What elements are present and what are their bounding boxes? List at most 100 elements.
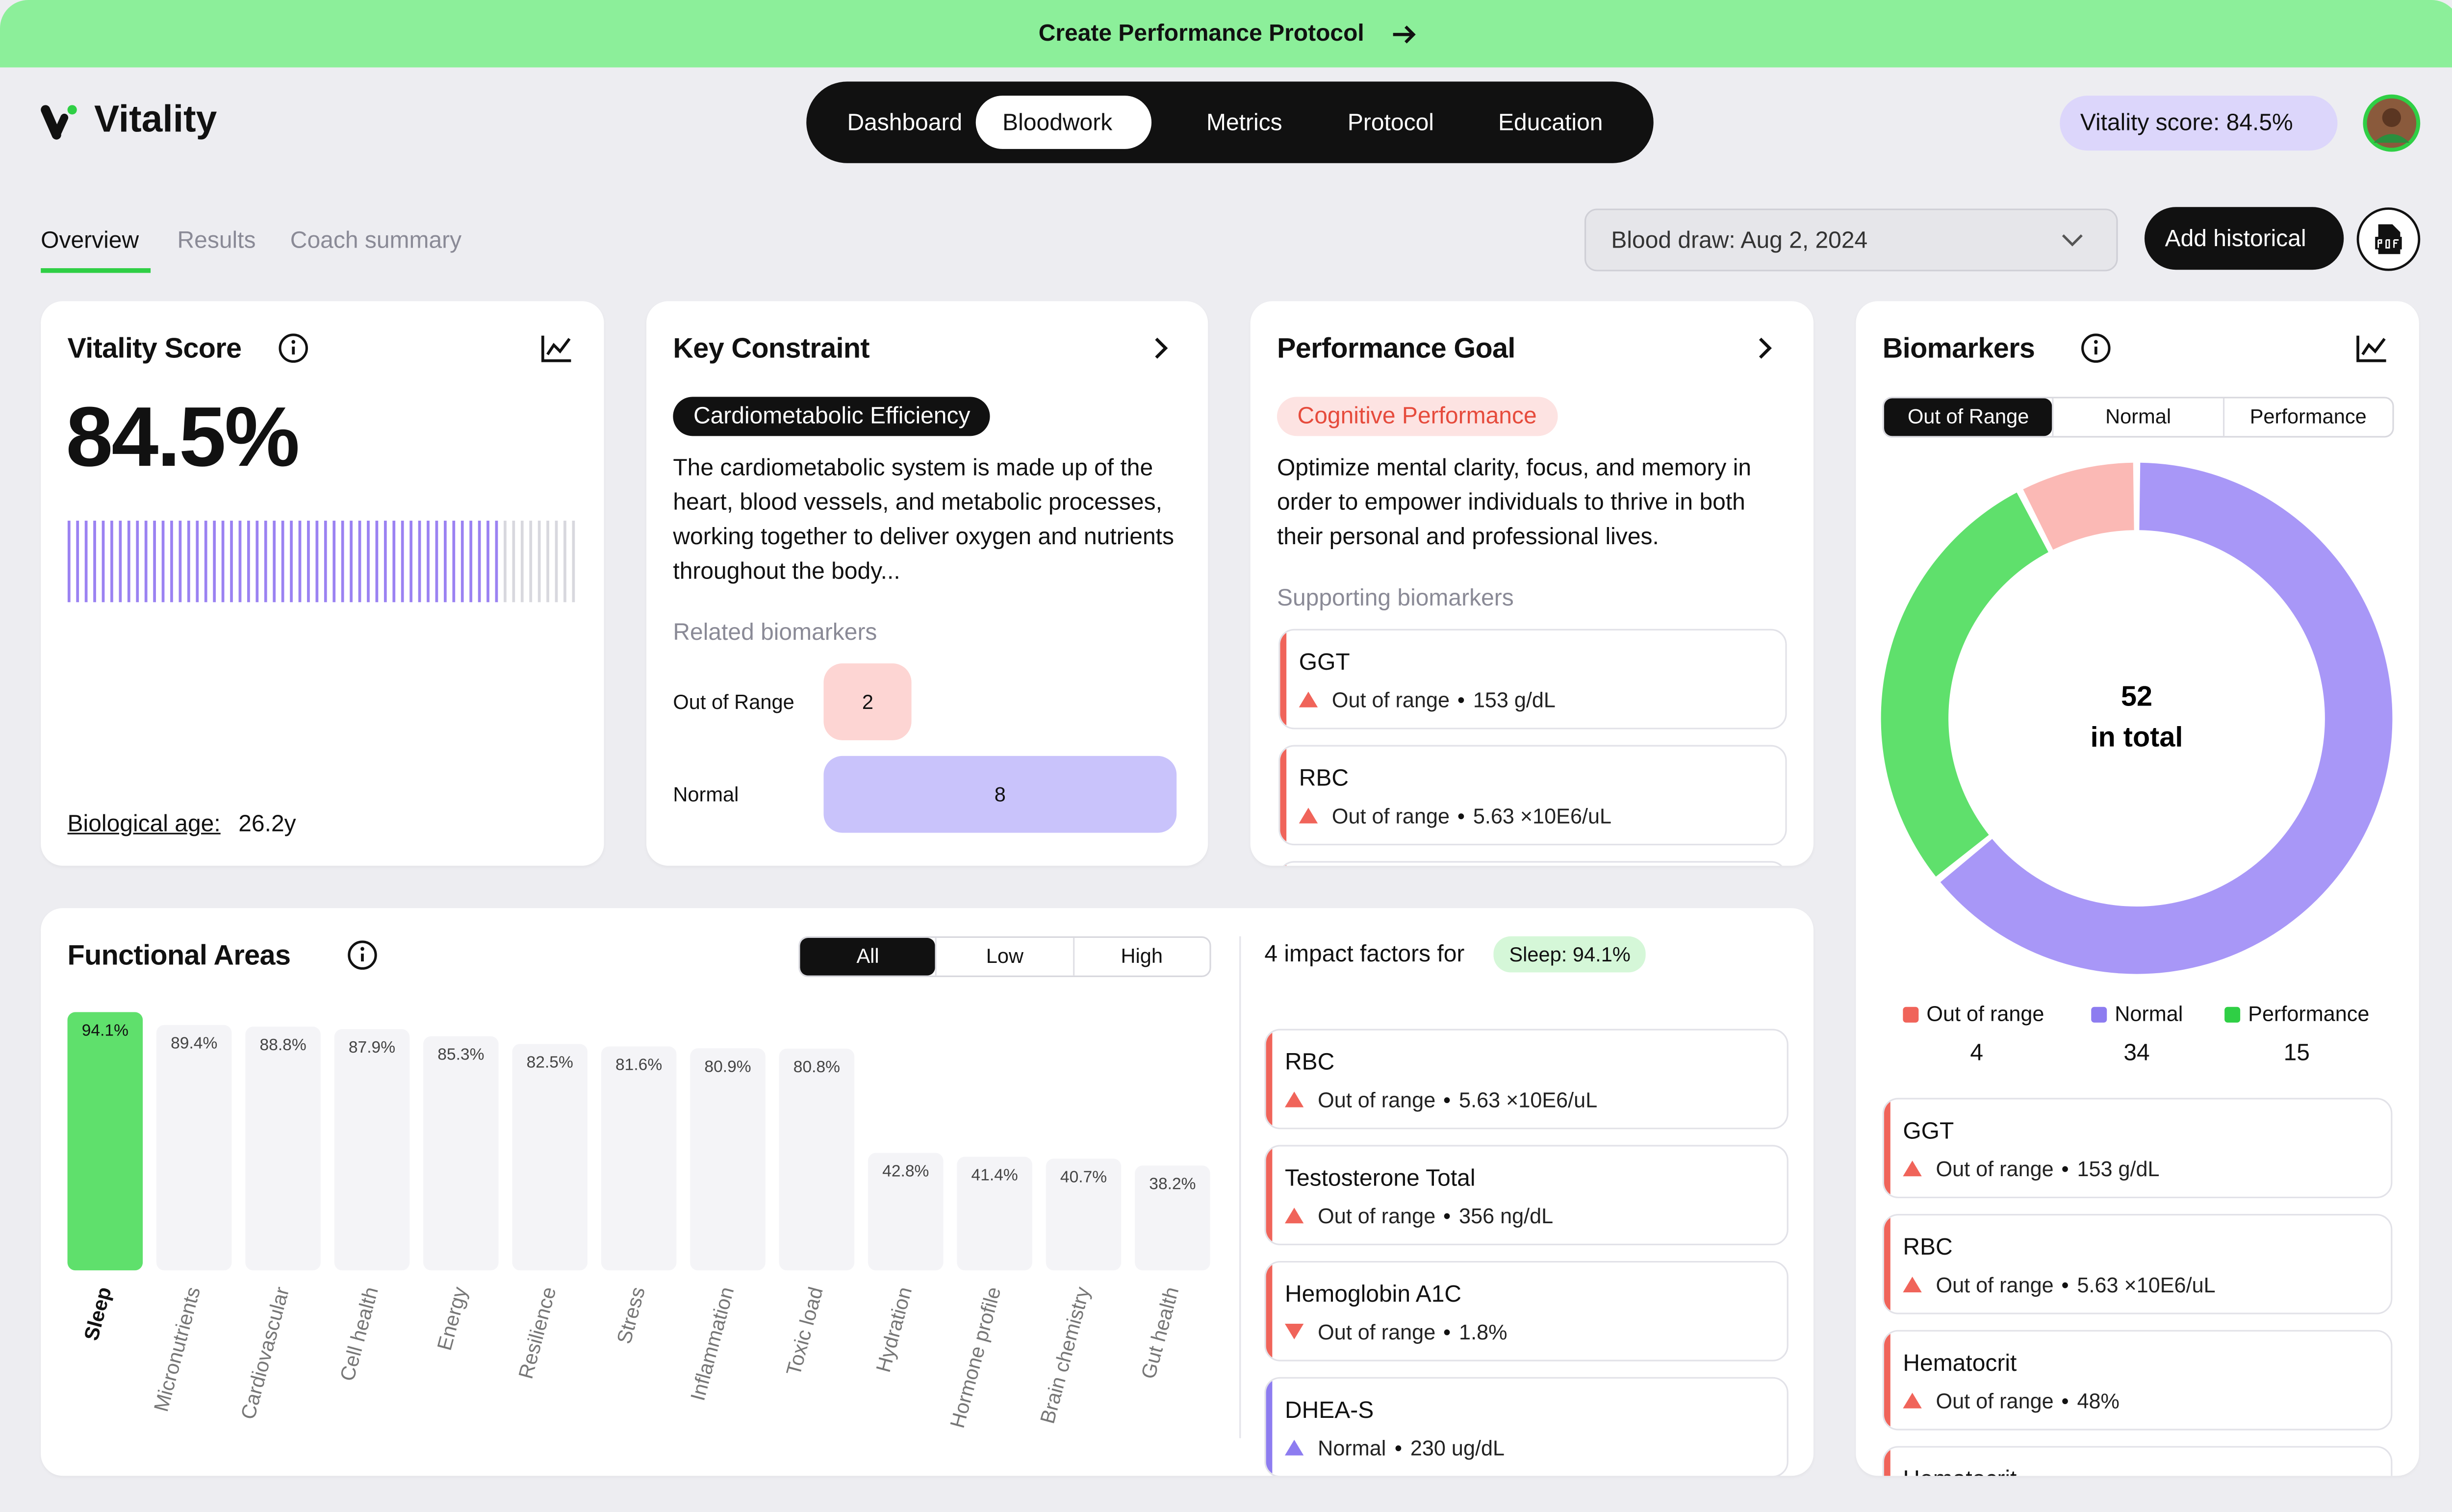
info-icon[interactable] [2080, 332, 2112, 364]
row-value: 2 [862, 690, 873, 714]
status-icon [1284, 1323, 1304, 1339]
bar-label: 87.9% [349, 1038, 395, 1057]
biomarker-card[interactable]: Hemoglobin A1C Out of range • 1.8% [1264, 1260, 1788, 1361]
row-label: Normal [673, 782, 739, 806]
filter-option[interactable]: Low [935, 937, 1073, 976]
stripe [1280, 630, 1287, 728]
card-title: Performance Goal [1277, 332, 1515, 364]
brand[interactable]: Vitality [94, 99, 217, 141]
donut-chart: 52 in total [1881, 462, 2393, 974]
nav-bar: Dashboard Bloodwork Metrics Protocol Educati… [806, 81, 1654, 163]
legend-label: Normal [2115, 1002, 2183, 1026]
biomarker-value: 153 g/dL [1473, 688, 1556, 712]
divider [1239, 936, 1241, 1438]
nav-item[interactable]: Protocol [1347, 109, 1434, 137]
biomarker-value: 230 ug/dL [1410, 1436, 1505, 1461]
tab-underline [41, 268, 151, 273]
donut-total-label: in total [2091, 722, 2183, 753]
bar [1046, 1159, 1122, 1271]
performance-goal-card[interactable]: Performance Goal Cognitive Performance O… [1250, 301, 1814, 866]
tab[interactable]: Results [177, 227, 256, 254]
biomarker-card[interactable]: Testosterone Total Out of range • 356 ng/dL [1264, 1145, 1788, 1245]
biomarker-card[interactable]: GGT Out of range • 153 g/dL [1882, 1098, 2393, 1199]
stripe [1884, 1447, 1890, 1476]
add-historical-text[interactable]: Add historical [2165, 226, 2306, 253]
filter-option[interactable]: Performance [2222, 398, 2393, 436]
legend-swatch [1903, 1007, 1919, 1023]
category-label: Micronutrients [149, 1285, 204, 1414]
tab[interactable]: Overview [41, 227, 139, 254]
pdf-button[interactable] [2356, 207, 2421, 271]
donut-total: 52 [2121, 681, 2152, 712]
biomarker-name: Testosterone Total [1284, 1165, 1476, 1192]
blood-draw-select[interactable]: Blood draw: Aug 2, 2024 [1584, 208, 2118, 272]
info-icon[interactable] [347, 939, 378, 971]
category-label: Toxic load [782, 1285, 827, 1378]
nav-item[interactable]: Dashboard [847, 109, 963, 137]
biomarker-name: RBC [1299, 765, 1349, 792]
chart-icon[interactable] [2355, 332, 2389, 364]
arrow-icon [1393, 25, 1416, 44]
banner[interactable]: Create Performance Protocol [0, 0, 2452, 68]
info-icon[interactable] [278, 332, 309, 364]
add-historical-button[interactable]: Add historical [2145, 207, 2344, 270]
biomarker-card[interactable]: RBC Out of range • 5.63 ×10E6/uL [1882, 1214, 2393, 1314]
filter-option[interactable]: High [1073, 937, 1209, 976]
goal-tag: Cognitive Performance [1277, 397, 1558, 436]
bar-label: 41.4% [971, 1166, 1018, 1184]
impact-tag: Sleep: 94.1% [1493, 936, 1646, 973]
stripe [1266, 1030, 1273, 1128]
card-title: Biomarkers [1882, 332, 2035, 364]
tab[interactable]: Coach summary [290, 227, 462, 254]
separator: • [1457, 688, 1465, 712]
row-bar: 2 [823, 663, 912, 740]
status-icon [1299, 807, 1318, 824]
bar-label: 42.8% [882, 1162, 929, 1181]
biomarker-card[interactable]: GGT Out of range • 153 g/dL [1278, 629, 1787, 730]
chevron-icon[interactable] [1149, 334, 1174, 362]
legend-swatch [2091, 1007, 2107, 1023]
row-label: Out of Range [673, 690, 794, 714]
stripe [1884, 1331, 1890, 1429]
banner-text[interactable]: Create Performance Protocol [1038, 20, 1364, 47]
stripe [1280, 746, 1287, 844]
filter-option[interactable]: All [800, 937, 936, 976]
key-constraint-card[interactable]: Key Constraint Cardiometabolic Efficienc… [646, 301, 1208, 866]
nav-item[interactable]: Bloodwork [1002, 109, 1113, 137]
separator: • [1457, 805, 1465, 829]
bar-label: 40.7% [1060, 1168, 1107, 1186]
triangle [1903, 1160, 1922, 1177]
biomarker-card[interactable]: RBC Out of range • 5.63 ×10E6/uL [1278, 745, 1787, 846]
biomarker-card[interactable]: DHEA-S Normal • 230 ug/dL [1264, 1377, 1788, 1476]
filter-option[interactable]: Out of Range [1884, 398, 2053, 436]
category-label: Inflammation [686, 1285, 738, 1403]
legend-value: 15 [2283, 1039, 2310, 1067]
category-label: Cell health [335, 1285, 383, 1384]
bar-label: 88.8% [259, 1036, 306, 1054]
nav-item[interactable]: Education [1498, 109, 1603, 137]
triangle [1903, 1392, 1922, 1409]
separator: • [1443, 1320, 1451, 1344]
chart-icon[interactable] [539, 332, 574, 364]
logo-icon [41, 105, 77, 140]
bar [156, 1025, 232, 1271]
blood-draw-text[interactable]: Blood draw: Aug 2, 2024 [1611, 227, 1868, 254]
biomarkers-card: Biomarkers 52 in total GGT Out of range • 15… [1856, 301, 2419, 1476]
bar-label: 85.3% [437, 1046, 484, 1064]
biomarker-name: DHEA-S [1284, 1397, 1374, 1424]
biomarker-card[interactable]: RBC Out of range • 5.63 ×10E6/uL [1264, 1029, 1788, 1130]
nav-item[interactable]: Metrics [1206, 109, 1282, 137]
bar [690, 1048, 766, 1271]
filter-option[interactable]: Normal [2052, 398, 2222, 436]
chevron-icon[interactable] [1752, 334, 1777, 362]
status-icon [1903, 1276, 1922, 1292]
avatar[interactable] [2363, 94, 2421, 152]
bar-label: 80.9% [704, 1058, 751, 1076]
stripe [1884, 1099, 1890, 1197]
triangle [1903, 1276, 1922, 1292]
constraint-tag: Cardiometabolic Efficiency [673, 397, 991, 436]
score-badge: Vitality score: 84.5% [2060, 96, 2338, 151]
biomarker-value: 5.63 ×10E6/uL [1473, 805, 1612, 829]
